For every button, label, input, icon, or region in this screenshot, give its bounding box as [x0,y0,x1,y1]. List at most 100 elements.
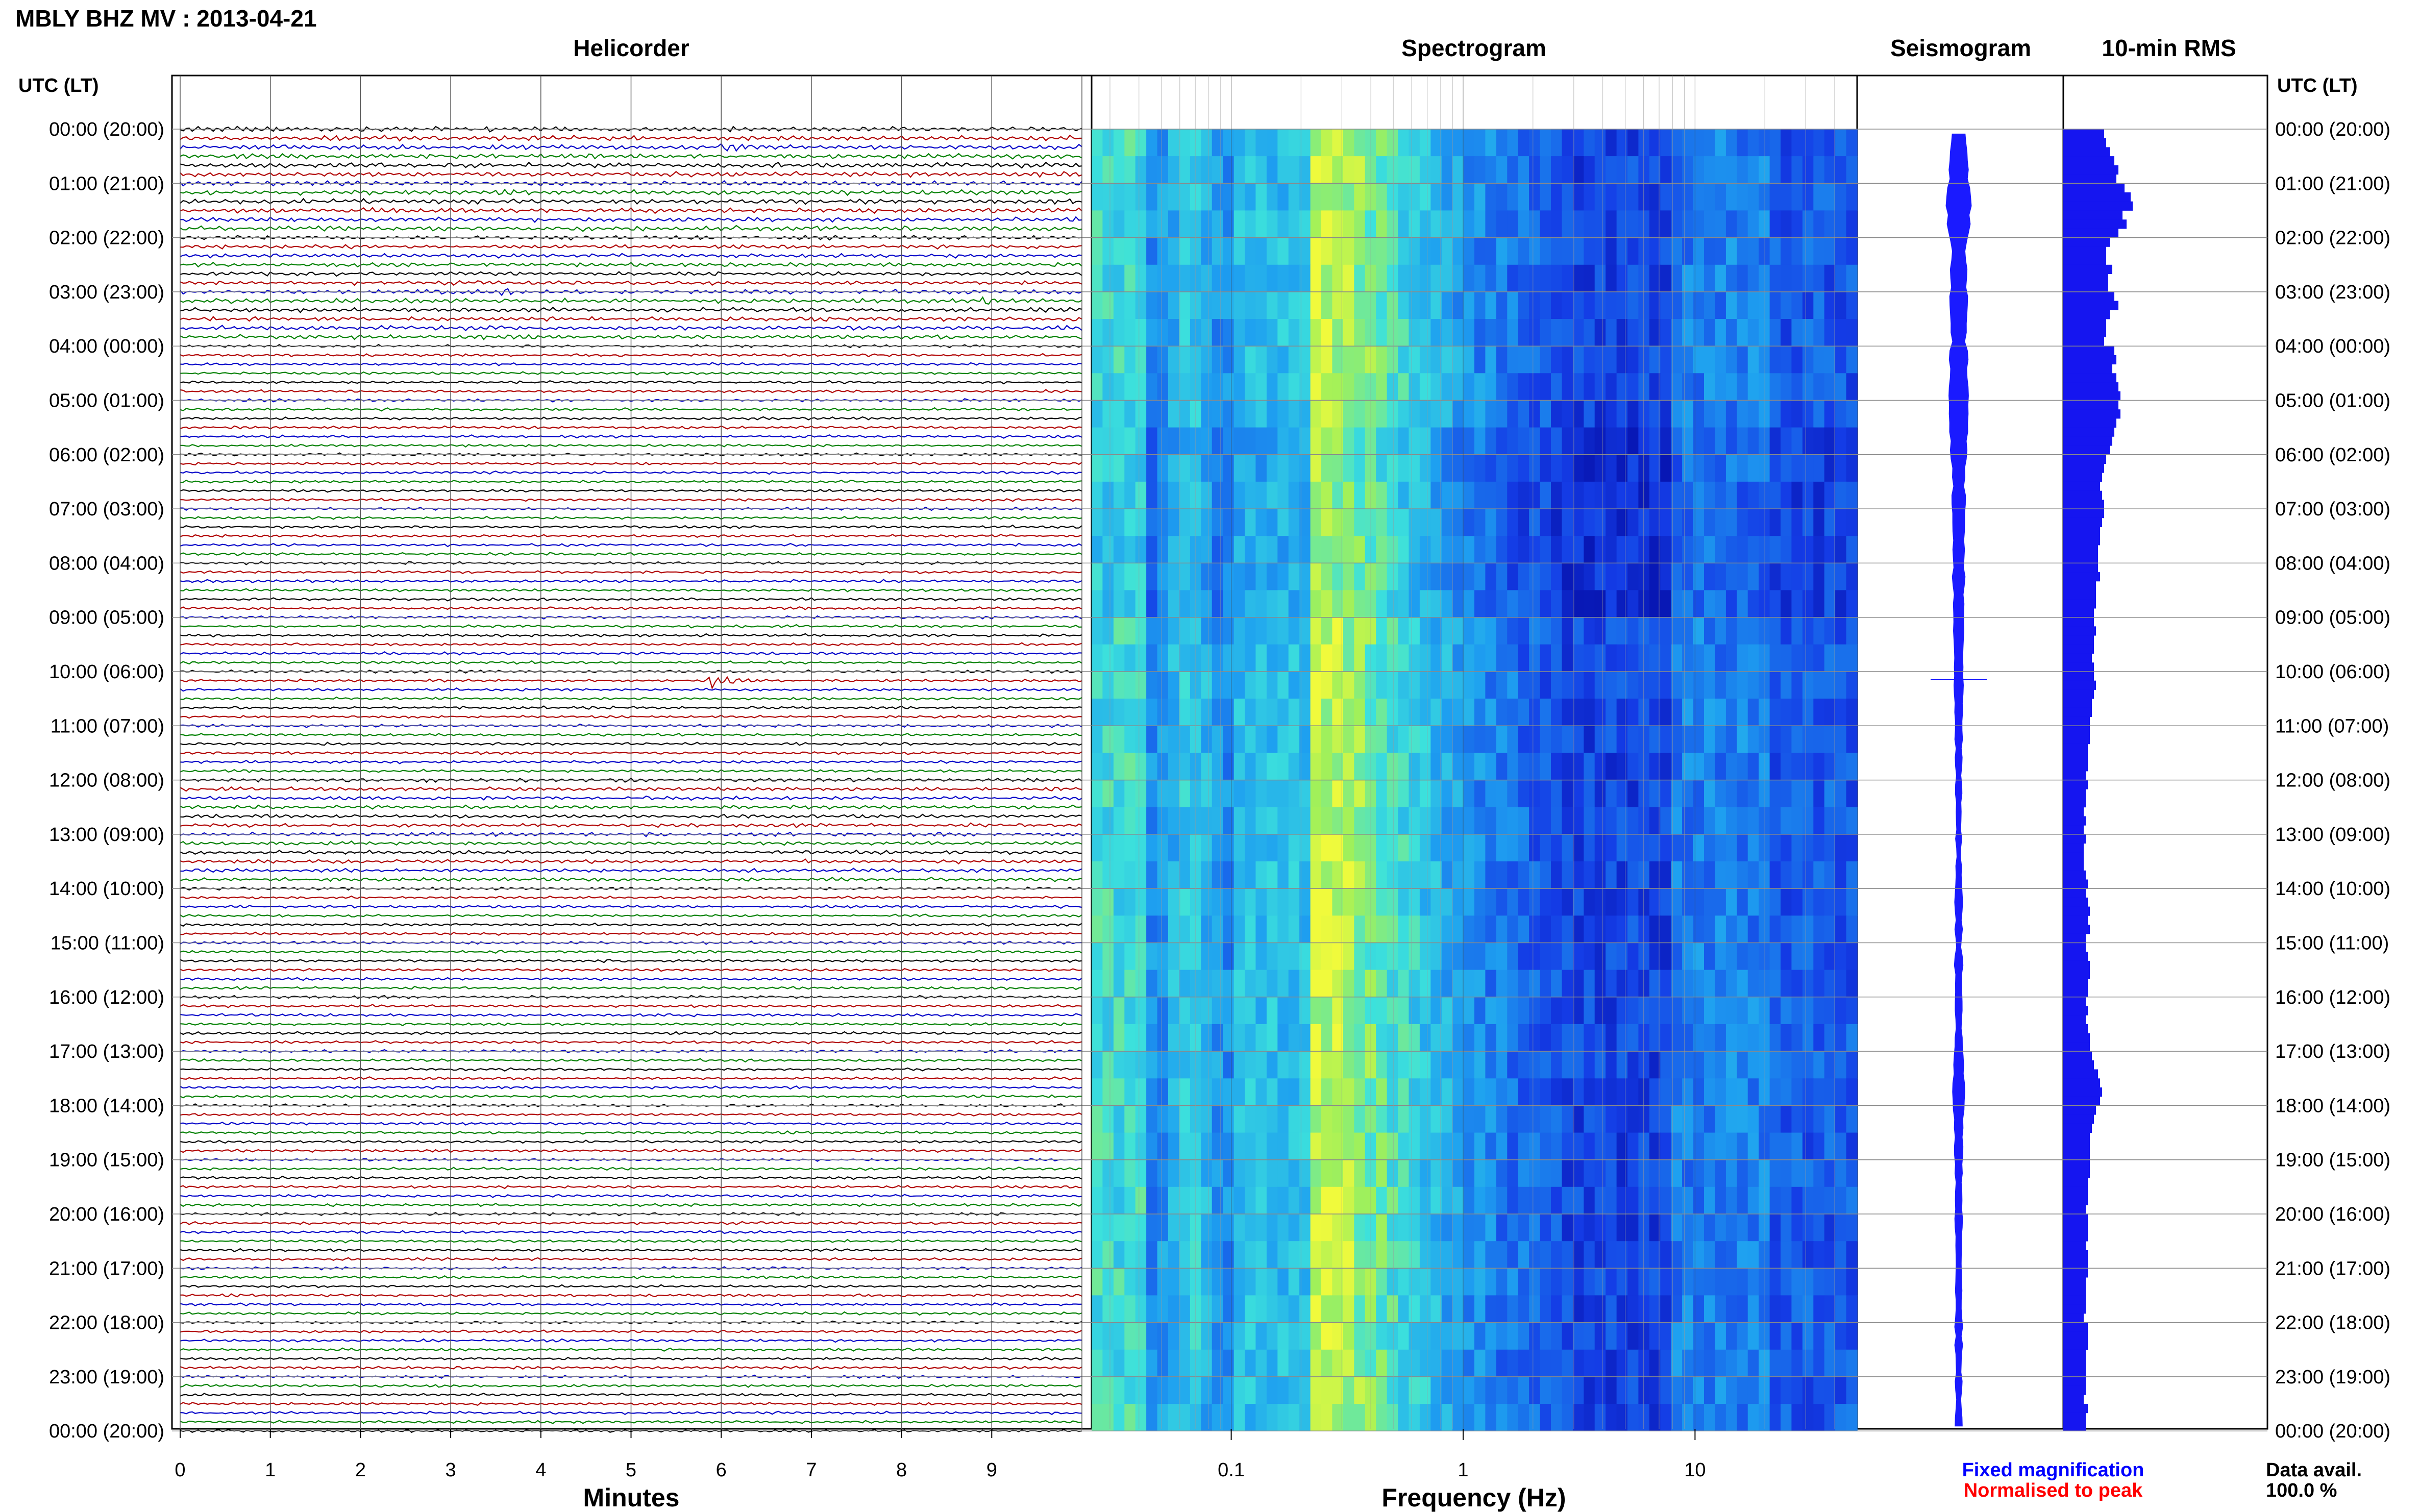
spectrogram-cell [1474,1268,1486,1296]
spectrogram-cell [1638,699,1650,726]
spectrogram-cell [1671,1214,1683,1242]
spectrogram-cell [1518,780,1529,808]
spectrogram-cell [1233,780,1245,808]
spectrogram-cell [1627,1241,1639,1269]
spectrogram-cell [1310,1186,1322,1214]
spectrogram-cell [1419,915,1431,944]
spectrogram-cell [1398,129,1410,157]
spectrogram-cell [1594,997,1606,1025]
spectrogram-cell [1737,454,1748,482]
spectrogram-cell [1474,834,1486,862]
spectrogram-cell [1212,1268,1223,1296]
spectrogram-cell [1212,319,1223,346]
spectrogram-cell [1179,373,1191,401]
spectrogram-cell [1496,1349,1508,1377]
spectrogram-cell [1606,699,1617,726]
spectrogram-cell [1233,264,1245,292]
spectrogram-cell [1419,346,1431,374]
hour-label-right: 23:00 (19:00) [2275,1367,2390,1388]
spectrogram-cell [1146,807,1158,835]
spectrogram-cell [1157,1349,1169,1377]
spectrogram-cell [1606,1159,1617,1187]
spectrogram-cell [1146,509,1158,536]
spectrogram-cell [1627,1322,1639,1350]
spectrogram-cell [1562,970,1573,998]
spectrogram-cell [1802,943,1814,971]
spectrogram-cell [1354,183,1366,211]
spectrogram-cell [1452,780,1464,808]
spectrogram-cell [1572,672,1585,699]
spectrogram-cell [1398,997,1410,1025]
rms-bar [2063,138,2106,147]
spectrogram-cell [1693,481,1705,509]
spectrogram-cell [1529,1132,1541,1160]
spectrogram-cell [1518,861,1529,889]
rms-bar [2063,816,2086,826]
spectrogram-cell [1266,319,1278,346]
spectrogram-cell [1671,672,1683,699]
spectrogram-cell [1594,753,1606,781]
spectrogram-cell [1223,1051,1235,1079]
spectrogram-cell [1430,915,1442,944]
spectrogram-cell [1452,672,1464,699]
spectrogram-cell [1846,834,1858,862]
spectrogram-cell [1671,346,1683,374]
spectrogram-cell [1409,970,1420,998]
spectrogram-cell [1168,1376,1180,1404]
spectrogram-cell [1551,1051,1563,1079]
spectrogram-cell [1233,129,1245,157]
spectrogram-cell [1135,183,1147,211]
spectrogram-cell [1255,427,1267,455]
spectrogram-cell [1791,1404,1803,1431]
spectrogram-cell [1452,617,1464,645]
spectrogram-cell [1737,264,1748,292]
spectrogram-cell [1627,1186,1639,1214]
spectrogram-cell [1660,1404,1672,1431]
spectrogram-cell [1540,346,1551,374]
spectrogram-cell [1781,997,1792,1025]
spectrogram-cell [1233,427,1245,455]
spectrogram-cell [1627,807,1639,835]
spectrogram-cell [1441,400,1453,428]
spectrogram-cell [1649,1268,1661,1296]
spectrogram-cell [1584,1295,1595,1323]
spectrogram-cell [1245,753,1256,781]
spectrogram-cell [1463,617,1475,645]
spectrogram-cell [1540,699,1551,726]
spectrogram-cell [1409,1214,1420,1242]
hour-label-right: 04:00 (00:00) [2275,336,2390,357]
spectrogram-cell [1759,617,1770,645]
spectrogram-cell [1245,1132,1256,1160]
spectrogram-cell [1430,1404,1442,1431]
spectrogram-cell [1540,590,1551,618]
spectrogram-cell [1781,1376,1792,1404]
spectrogram-cell [1223,834,1235,862]
spectrogram-cell [1759,373,1770,401]
spectrogram-cell [1452,319,1464,346]
rms-bar [2063,1214,2088,1224]
spectrogram-cell [1715,1159,1726,1187]
spectrogram-cell [1835,291,1847,319]
spectrogram-cell [1496,563,1508,591]
spectrogram-cell [1649,970,1661,998]
spectrogram-cell [1704,699,1716,726]
spectrogram-cell [1299,346,1311,374]
spectrogram-cell [1376,1051,1388,1079]
spectrogram-cell [1791,915,1803,944]
spectrogram-cell [1551,997,1563,1025]
spectrogram-cell [1704,1268,1716,1296]
spectrogram-cell [1704,1295,1716,1323]
spectrogram-cell [1430,807,1442,835]
spectrogram-cell [1781,1241,1792,1269]
spectrogram-cell [1201,481,1213,509]
spectrogram-cell [1747,1349,1759,1377]
spectrogram-cell [1092,237,1103,265]
spectrogram-cell [1157,1322,1169,1350]
spectrogram-cell [1398,672,1410,699]
spectrogram-cell [1212,183,1223,211]
spectrogram-cell [1638,590,1650,618]
spectrogram-cell [1584,1078,1595,1106]
spectrogram-cell [1824,753,1836,781]
rms-bar [2063,590,2096,600]
spectrogram-cell [1343,753,1355,781]
